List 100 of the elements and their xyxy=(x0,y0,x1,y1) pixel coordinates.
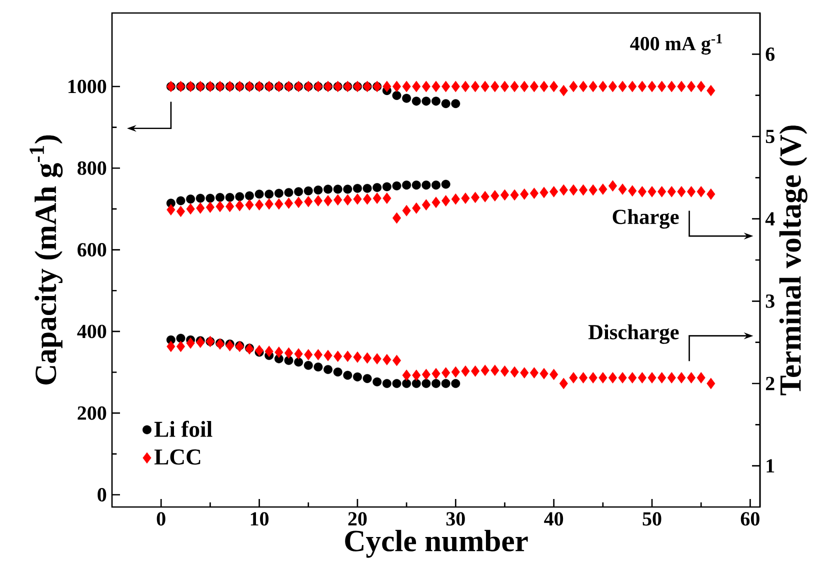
point xyxy=(579,184,588,196)
point xyxy=(569,372,578,384)
y2-tick-label: 2 xyxy=(766,376,774,390)
y-tick-label: 800 xyxy=(78,161,106,175)
point xyxy=(274,188,284,198)
point xyxy=(442,80,450,92)
point xyxy=(274,346,284,358)
point xyxy=(638,80,646,92)
point xyxy=(667,372,676,384)
point xyxy=(176,196,186,206)
point xyxy=(274,198,284,210)
point xyxy=(372,192,382,204)
point xyxy=(658,186,666,198)
point xyxy=(500,189,510,201)
point xyxy=(353,351,362,363)
point xyxy=(402,379,412,388)
point xyxy=(352,372,362,382)
point xyxy=(294,196,303,208)
point xyxy=(304,186,313,196)
point xyxy=(294,348,303,360)
x-tick-label: 20 xyxy=(348,512,367,526)
point xyxy=(412,370,421,381)
point xyxy=(284,198,294,209)
y-axis-title: Capacity (mAh g$^{-1}$) xyxy=(30,135,63,384)
point xyxy=(471,192,480,204)
point xyxy=(490,80,500,92)
point xyxy=(304,349,313,360)
point xyxy=(432,379,440,388)
point xyxy=(432,96,440,106)
point xyxy=(294,358,304,367)
x-tick-label: 50 xyxy=(642,512,662,526)
point xyxy=(333,367,342,376)
point xyxy=(343,184,352,194)
point xyxy=(412,180,421,190)
y2-tick-label: 3 xyxy=(766,294,774,308)
point xyxy=(432,80,440,92)
x-tick-label: 0 xyxy=(156,512,166,526)
point xyxy=(588,184,598,196)
point xyxy=(480,190,490,202)
point xyxy=(314,195,322,206)
point xyxy=(176,334,186,343)
point xyxy=(382,192,392,204)
point xyxy=(412,379,421,388)
y-tick-label: 0 xyxy=(98,488,106,502)
point xyxy=(559,378,568,390)
point xyxy=(490,364,500,376)
point xyxy=(314,362,323,372)
y2-axis-title: Terminal voltage (V) xyxy=(779,126,808,396)
point xyxy=(706,84,716,96)
point xyxy=(451,193,460,205)
point xyxy=(638,372,646,384)
point xyxy=(362,184,372,193)
point xyxy=(638,186,646,198)
point xyxy=(412,96,421,106)
point xyxy=(578,80,588,92)
point xyxy=(196,194,205,203)
point xyxy=(372,353,382,364)
point xyxy=(334,350,342,362)
point xyxy=(176,340,186,352)
legend-label: LCC xyxy=(154,449,200,465)
point xyxy=(648,80,656,92)
point xyxy=(382,379,392,388)
point xyxy=(244,191,254,200)
point xyxy=(304,360,313,370)
point xyxy=(284,188,294,197)
point xyxy=(520,367,529,378)
point xyxy=(442,367,450,378)
point xyxy=(441,180,450,189)
point xyxy=(422,96,431,106)
point xyxy=(392,80,402,92)
point xyxy=(451,80,460,92)
legend-label: Li foil xyxy=(154,420,212,437)
point xyxy=(422,199,430,211)
point xyxy=(696,186,706,198)
point xyxy=(343,194,352,206)
point xyxy=(667,186,676,198)
point xyxy=(598,184,608,195)
point xyxy=(451,99,460,108)
point xyxy=(470,80,480,92)
point xyxy=(441,379,450,388)
point xyxy=(569,184,578,196)
y-tick-label: 200 xyxy=(78,406,106,420)
y-tick-label: 1000 xyxy=(68,80,106,94)
point xyxy=(382,182,392,192)
point xyxy=(500,365,510,377)
point xyxy=(569,80,578,92)
point xyxy=(363,352,372,364)
y-tick-label: 400 xyxy=(77,324,106,338)
point xyxy=(530,367,538,378)
point xyxy=(304,196,313,208)
point xyxy=(402,80,411,92)
point xyxy=(618,372,627,384)
annotation: 400 mA g$^{-1}$ xyxy=(630,34,722,55)
annotation: Charge xyxy=(612,209,679,229)
point xyxy=(608,80,618,92)
point xyxy=(540,368,548,380)
point xyxy=(343,350,352,362)
point xyxy=(264,346,274,358)
point xyxy=(362,374,372,384)
point xyxy=(314,349,322,360)
